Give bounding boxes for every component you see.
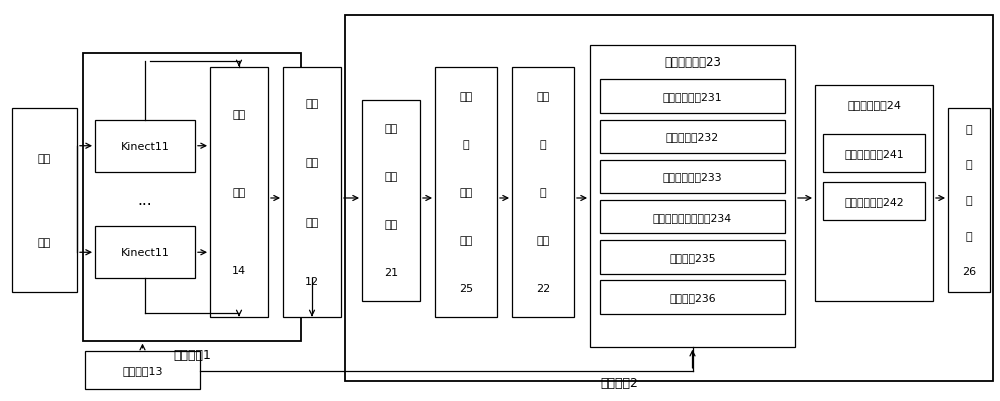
Text: 数据: 数据 [459, 92, 473, 102]
Bar [345, 16, 993, 381]
Text: 配对更新单元233: 配对更新单元233 [663, 172, 722, 182]
Text: 均方根误差获得单元234: 均方根误差获得单元234 [653, 212, 732, 222]
Text: 第二终端2: 第二终端2 [600, 377, 638, 389]
Text: 转: 转 [540, 140, 546, 150]
Bar [600, 160, 785, 194]
Text: 示: 示 [966, 160, 972, 170]
Text: 第一终端1: 第一终端1 [173, 348, 211, 361]
Bar [95, 227, 195, 279]
Bar [823, 182, 925, 221]
Text: 模块: 模块 [232, 188, 246, 197]
Text: 26: 26 [962, 266, 976, 276]
Bar [600, 281, 785, 314]
Bar [362, 100, 420, 301]
Text: 处理: 处理 [459, 188, 473, 197]
Text: 判断单元235: 判断单元235 [669, 252, 716, 262]
Text: 模: 模 [966, 196, 972, 205]
Text: 初始配对单元231: 初始配对单元231 [663, 92, 722, 102]
Bar [95, 120, 195, 172]
Text: 数据: 数据 [536, 92, 550, 102]
Bar [600, 80, 785, 113]
Bar [283, 68, 341, 317]
Bar [85, 351, 200, 389]
Text: 数据: 数据 [305, 99, 319, 109]
Text: 接收: 接收 [384, 172, 398, 182]
Text: 25: 25 [459, 283, 473, 293]
Bar [83, 54, 301, 341]
Text: 换: 换 [540, 188, 546, 197]
Text: 21: 21 [384, 267, 398, 277]
Bar [590, 46, 795, 347]
Text: 被测: 被测 [38, 154, 51, 164]
Bar [948, 108, 990, 293]
Bar [512, 68, 574, 317]
Text: 数据融合模块23: 数据融合模块23 [664, 56, 721, 69]
Bar [435, 68, 497, 317]
Bar [823, 134, 925, 172]
Text: ...: ... [138, 193, 152, 208]
Text: 数据: 数据 [384, 124, 398, 134]
Bar [210, 68, 268, 317]
Text: 模块: 模块 [384, 219, 398, 229]
Text: 22: 22 [536, 283, 550, 293]
Text: 显: 显 [966, 125, 972, 135]
Text: 14: 14 [232, 265, 246, 275]
Text: 点云建模单元241: 点云建模单元241 [844, 148, 904, 158]
Text: Kinect11: Kinect11 [121, 142, 169, 151]
Text: Kinect11: Kinect11 [121, 248, 169, 257]
Text: 预: 预 [463, 140, 469, 150]
Text: 融合单元236: 融合单元236 [669, 292, 716, 302]
Bar [600, 200, 785, 234]
Text: 12: 12 [305, 276, 319, 286]
Text: 模块: 模块 [536, 235, 550, 245]
Text: 人体: 人体 [38, 237, 51, 247]
Text: 提取: 提取 [232, 110, 246, 120]
Bar [600, 241, 785, 274]
Text: 点匹配单元232: 点匹配单元232 [666, 132, 719, 142]
Text: 标定模块13: 标定模块13 [122, 365, 163, 375]
Text: 骨架提取单元242: 骨架提取单元242 [844, 196, 904, 207]
Text: 块: 块 [966, 231, 972, 241]
Bar [600, 120, 785, 154]
Text: 模块: 模块 [459, 235, 473, 245]
Text: 骨架提取模块24: 骨架提取模块24 [847, 99, 901, 109]
Bar [12, 108, 77, 293]
Bar [815, 86, 933, 301]
Text: 传输: 传输 [305, 158, 319, 168]
Text: 模块: 模块 [305, 217, 319, 227]
